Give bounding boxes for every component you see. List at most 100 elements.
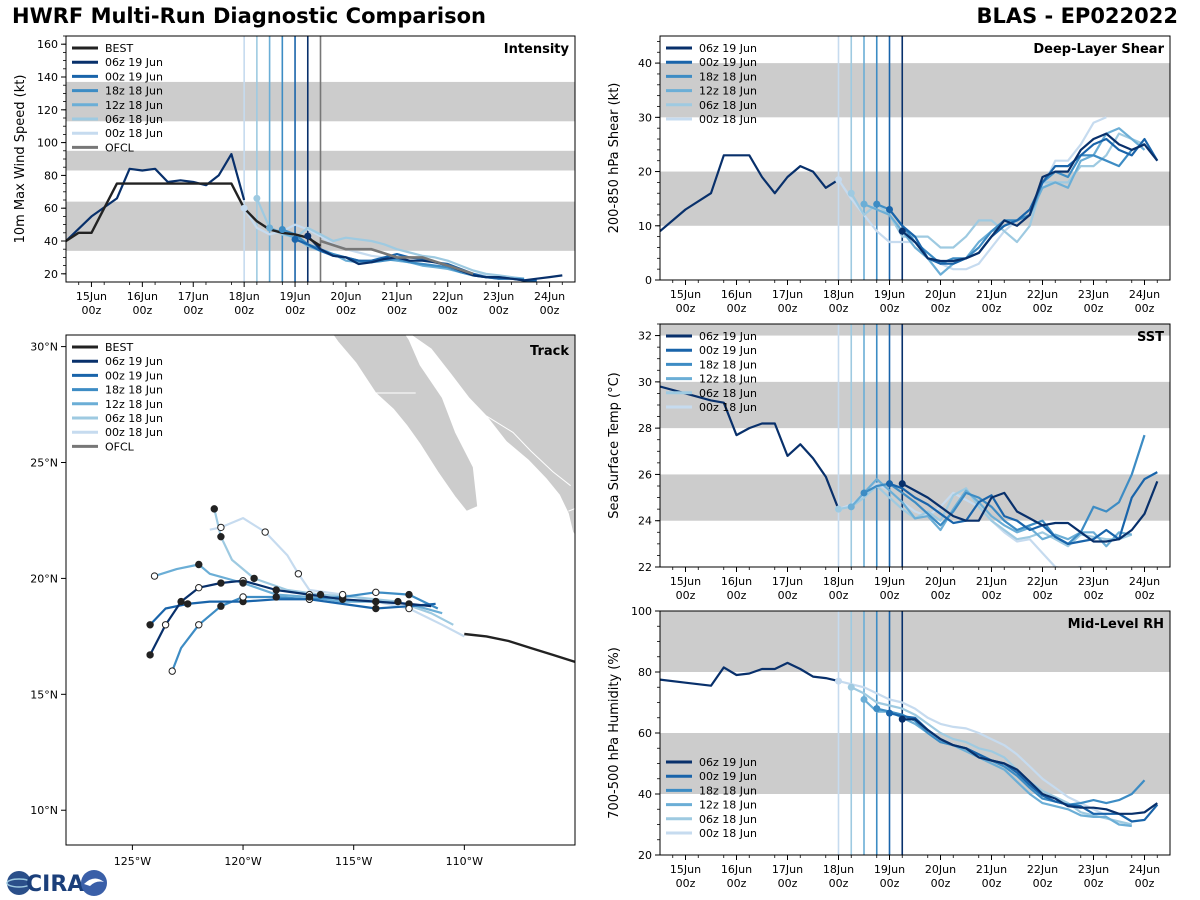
track-position-marker	[372, 604, 380, 613]
shear-xtick-date: 19Jun	[874, 288, 905, 301]
intensity-xtick-hour: 00z	[234, 304, 254, 317]
sst-band-1	[660, 381, 1170, 429]
track-legend-label: 06z 18 Jun	[105, 412, 163, 425]
intensity-legend-label: BEST	[105, 42, 133, 55]
track-position-marker	[272, 593, 280, 601]
track-position-marker	[405, 590, 413, 599]
sst-title: SST	[1137, 330, 1164, 345]
intensity-ytick-label: 60	[44, 202, 58, 215]
shear-xtick-hour: 00z	[727, 302, 747, 315]
intensity-xtick-hour: 00z	[387, 304, 407, 317]
track-ytick-label: 25°N	[30, 457, 58, 470]
intensity-xtick-date: 22Jun	[432, 290, 463, 303]
rh-xtick-hour: 00z	[982, 877, 1002, 890]
rh-xtick-date: 24Jun	[1129, 863, 1160, 876]
shear-title: Deep-Layer Shear	[1033, 42, 1164, 57]
track-xtick-label: 115°W	[335, 855, 372, 868]
shear-band-0	[660, 171, 1170, 226]
sst-xtick-hour: 00z	[1033, 589, 1053, 602]
intensity-xtick-hour: 00z	[489, 304, 509, 317]
track-position-marker	[150, 572, 159, 580]
track-position-marker	[210, 505, 218, 513]
track-ytick-label: 20°N	[30, 572, 58, 585]
intensity-history-line	[66, 153, 246, 242]
rh-ytick-label: 20	[638, 849, 652, 862]
rh-history-line	[660, 661, 839, 687]
intensity-init-marker-00z-18-jun	[240, 204, 248, 212]
sst-init-marker-00z-19-jun	[886, 480, 893, 488]
rh-ytick-label: 100	[631, 605, 652, 618]
track-position-marker	[316, 590, 325, 599]
rh-xtick-date: 23Jun	[1078, 863, 1109, 876]
shear-ytick-label: 40	[638, 57, 652, 70]
rh-xtick-hour: 00z	[1084, 877, 1104, 890]
sst-xtick-date: 21Jun	[976, 575, 1007, 588]
sst-xtick-date: 22Jun	[1027, 575, 1058, 588]
land-mass-1	[410, 335, 575, 589]
shear-legend-label: 06z 18 Jun	[699, 99, 757, 112]
shear-xtick-hour: 00z	[1084, 302, 1104, 315]
intensity-legend-label: OFCL	[105, 141, 135, 154]
shear-ytick-label: 0	[645, 274, 652, 287]
shear-series-00z-18-jun	[837, 116, 1107, 271]
rh-band-0	[660, 733, 1170, 794]
state-border-4	[574, 563, 575, 565]
track-position-marker	[177, 597, 185, 606]
sst-panel: 22242628303215Jun00z16Jun00z17Jun00z18Ju…	[607, 323, 1171, 602]
intensity-init-marker-06z-19-jun	[304, 232, 312, 240]
rh-xtick-date: 18Jun	[823, 863, 854, 876]
shear-init-marker-06z-18-jun	[847, 189, 855, 197]
intensity-init-marker-06z-18-jun	[253, 194, 261, 202]
rh-init-marker-06z-19-jun	[898, 715, 906, 723]
intensity-xtick-hour: 00z	[336, 304, 356, 317]
rh-plot-area	[660, 611, 1170, 855]
sst-init-marker-12z-18-jun	[847, 503, 855, 511]
shear-xtick-date: 22Jun	[1027, 288, 1058, 301]
sst-legend-label: 06z 18 Jun	[699, 387, 757, 400]
track-series-06z-19-jun	[149, 579, 432, 656]
shear-xtick-date: 20Jun	[925, 288, 956, 301]
figure-title: HWRF Multi-Run Diagnostic Comparison	[12, 4, 487, 28]
rh-xtick-hour: 00z	[829, 877, 849, 890]
shear-init-marker-12z-18-jun	[860, 200, 868, 208]
rh-xtick-date: 15Jun	[670, 863, 701, 876]
land-mass-0	[332, 335, 479, 512]
track-position-marker	[168, 667, 176, 675]
track-frame	[65, 334, 576, 846]
intensity-legend-label: 00z 18 Jun	[105, 127, 163, 140]
track-position-marker	[184, 600, 192, 608]
track-panel: 125°W 120°W 115°W 110°W 10°N 15°N 20°N 25°N 30°N…	[30, 334, 576, 868]
track-position-marker	[217, 602, 225, 610]
shear-ytick-label: 20	[638, 166, 652, 179]
sst-legend-label: 00z 18 Jun	[699, 401, 757, 414]
track-legend-label: OFCL	[105, 440, 135, 453]
shear-xtick-date: 16Jun	[721, 288, 752, 301]
track-series-06z-18-jun	[213, 508, 454, 626]
sst-band-2	[660, 324, 1170, 336]
sst-init-marker-06z-18-jun	[835, 505, 842, 513]
intensity-xtick-hour: 00z	[183, 304, 203, 317]
sst-series-06z-19-jun	[901, 480, 1159, 543]
track-legend-label: 12z 18 Jun	[105, 398, 163, 411]
track-legend-label: 18z 18 Jun	[105, 384, 163, 397]
sst-legend-label: 00z 19 Jun	[699, 344, 757, 357]
track-legend-label: BEST	[105, 341, 133, 354]
track-ytick-label: 15°N	[30, 688, 58, 701]
rh-xtick-date: 16Jun	[721, 863, 752, 876]
shear-init-marker-06z-19-jun	[898, 227, 906, 235]
rh-xtick-hour: 00z	[880, 877, 900, 890]
rh-xtick-hour: 00z	[676, 877, 696, 890]
rh-legend-label: 18z 18 Jun	[699, 784, 757, 797]
rh-xtick-hour: 00z	[778, 877, 798, 890]
intensity-best-line	[66, 182, 322, 247]
sst-xtick-date: 20Jun	[925, 575, 956, 588]
rh-init-marker-18z-18-jun	[873, 705, 881, 713]
track-position-marker	[372, 588, 380, 597]
shear-series-06z-19-jun	[901, 132, 1159, 263]
intensity-legend-label: 18z 18 Jun	[105, 85, 163, 98]
intensity-ytick-label: 40	[44, 235, 58, 248]
intensity-ytick-label: 80	[44, 169, 58, 182]
sst-ylabel: Sea Surface Temp (°C)	[607, 372, 622, 519]
track-position-marker	[217, 579, 225, 587]
